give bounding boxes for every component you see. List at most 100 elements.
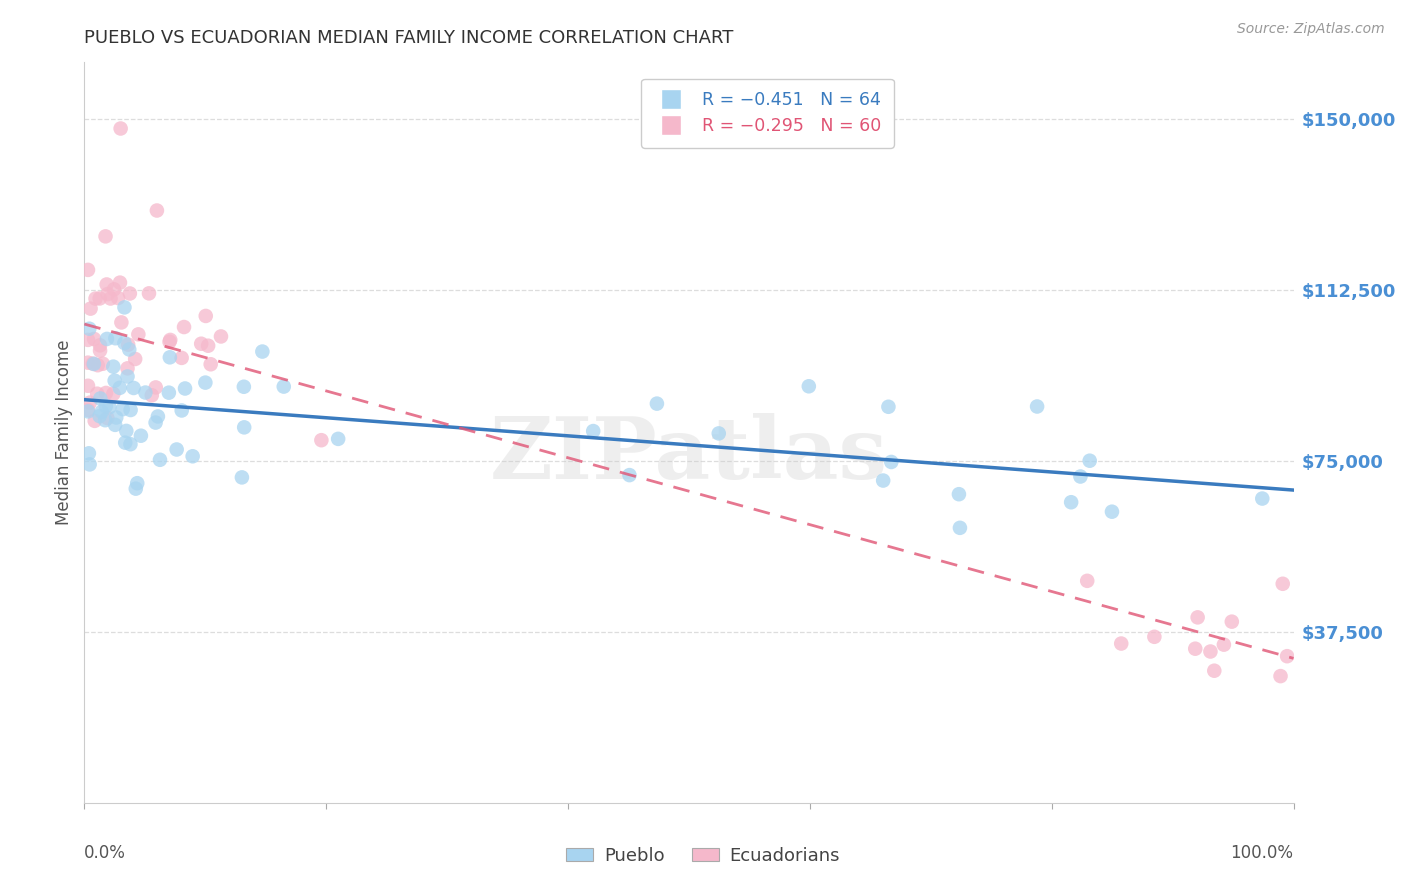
Point: [1275, 649, 1298, 664]
Point: [1204, 664, 1226, 678]
Text: 100.0%: 100.0%: [1230, 844, 1294, 862]
Point: [1220, 615, 1243, 629]
Point: [89, 409, 111, 423]
Point: [145, 416, 167, 430]
Point: [87, 358, 110, 372]
Point: [197, 339, 219, 353]
Point: [94, 386, 117, 401]
Point: [83, 414, 105, 428]
Point: [134, 385, 156, 400]
Point: [77, 379, 100, 393]
Point: [89, 338, 111, 352]
Point: [1143, 630, 1166, 644]
Point: [1199, 644, 1222, 658]
Point: [170, 403, 193, 417]
Point: [1060, 495, 1083, 509]
Point: [89, 292, 111, 306]
Point: [872, 474, 894, 488]
Point: [108, 276, 131, 290]
Point: [89, 392, 111, 406]
Point: [79, 458, 101, 472]
Legend: Pueblo, Ecuadorians: Pueblo, Ecuadorians: [558, 840, 848, 872]
Point: [91, 357, 114, 371]
Point: [1251, 491, 1274, 506]
Point: [1184, 641, 1206, 656]
Point: [159, 351, 181, 365]
Text: 0.0%: 0.0%: [84, 844, 127, 862]
Point: [104, 374, 127, 388]
Point: [83, 332, 105, 346]
Point: [181, 450, 204, 464]
Point: [104, 331, 127, 345]
Point: [1109, 636, 1132, 650]
Point: [118, 343, 141, 357]
Point: [86, 386, 108, 401]
Point: [124, 351, 146, 366]
Point: [96, 411, 118, 425]
Point: [84, 292, 107, 306]
Point: [125, 482, 148, 496]
Point: [103, 282, 125, 296]
Point: [77, 263, 100, 277]
Point: [107, 291, 129, 305]
Point: [190, 336, 212, 351]
Point: [100, 292, 122, 306]
Point: [110, 315, 132, 329]
Point: [118, 286, 141, 301]
Point: [582, 424, 605, 438]
Point: [127, 476, 149, 491]
Point: [707, 426, 730, 441]
Point: [194, 376, 217, 390]
Point: [173, 320, 195, 334]
Point: [138, 286, 160, 301]
Text: ZIPatlas: ZIPatlas: [489, 413, 889, 497]
Text: PUEBLO VS ECUADORIAN MEDIAN FAMILY INCOME CORRELATION CHART: PUEBLO VS ECUADORIAN MEDIAN FAMILY INCOM…: [84, 29, 734, 47]
Point: [94, 399, 117, 413]
Point: [1076, 574, 1098, 588]
Point: [114, 435, 136, 450]
Point: [949, 521, 972, 535]
Point: [619, 468, 641, 483]
Point: [1026, 400, 1049, 414]
Point: [77, 446, 100, 460]
Point: [209, 329, 232, 343]
Point: [117, 361, 139, 376]
Point: [174, 382, 197, 396]
Point: [231, 470, 253, 484]
Text: Source: ZipAtlas.com: Source: ZipAtlas.com: [1237, 22, 1385, 37]
Point: [1101, 505, 1123, 519]
Point: [797, 379, 820, 393]
Point: [141, 388, 163, 402]
Point: [120, 437, 142, 451]
Point: [103, 359, 125, 374]
Point: [114, 301, 136, 315]
Point: [105, 410, 128, 425]
Legend: R = −0.451   N = 64, R = −0.295   N = 60: R = −0.451 N = 64, R = −0.295 N = 60: [641, 78, 894, 147]
Point: [98, 401, 121, 415]
Point: [880, 455, 903, 469]
Point: [89, 343, 111, 358]
Point: [94, 413, 117, 427]
Point: [97, 287, 120, 301]
Point: [157, 385, 180, 400]
Point: [1271, 576, 1294, 591]
Point: [77, 356, 100, 370]
Point: [77, 404, 100, 418]
Point: [127, 327, 149, 342]
Point: [1187, 610, 1209, 624]
Point: [79, 301, 101, 316]
Point: [96, 277, 118, 292]
Point: [146, 203, 169, 218]
Point: [149, 452, 172, 467]
Point: [1078, 453, 1101, 467]
Point: [1069, 469, 1091, 483]
Point: [90, 404, 112, 418]
Point: [1270, 669, 1292, 683]
Point: [129, 428, 152, 442]
Point: [103, 387, 125, 401]
Point: [645, 396, 668, 410]
Point: [146, 409, 169, 424]
Point: [79, 395, 101, 409]
Point: [122, 381, 145, 395]
Point: [200, 357, 222, 371]
